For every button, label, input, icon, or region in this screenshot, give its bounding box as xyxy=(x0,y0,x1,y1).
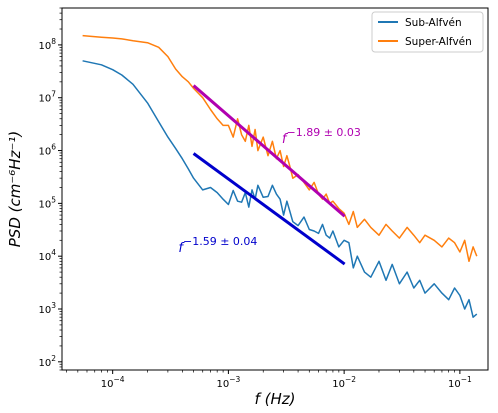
legend: Sub-Alfvén Super-Alfvén xyxy=(371,11,484,53)
fit-annotation-sub-alfven: f−1.59 ± 0.04 xyxy=(178,235,257,256)
plot-area xyxy=(62,8,488,370)
y-tick-label: 102 xyxy=(38,354,56,369)
x-tick-label: 10−1 xyxy=(448,375,472,390)
series-line-sub-alfven xyxy=(82,60,478,318)
x-tick-label: 10−2 xyxy=(332,375,356,390)
series-line-super-alfven xyxy=(82,34,478,263)
y-tick-label: 104 xyxy=(38,248,56,263)
x-axis-label: f (Hz) xyxy=(255,390,296,408)
legend-box xyxy=(371,11,484,53)
y-tick-label: 103 xyxy=(38,301,56,316)
legend-label-sub-alfven: Sub-Alfvén xyxy=(405,17,462,29)
plot-frame xyxy=(61,7,489,371)
fit-annotation-super-alfven: f−1.89 ± 0.03 xyxy=(282,126,361,147)
y-tick-label: 108 xyxy=(38,37,56,52)
x-tick-label: 10−3 xyxy=(216,375,240,390)
fit-line-super-alfven xyxy=(192,84,346,218)
x-tick-label: 10−4 xyxy=(101,375,125,390)
fit-line-sub-alfven xyxy=(192,152,346,266)
y-tick-label: 105 xyxy=(38,195,56,210)
legend-label-super-alfven: Super-Alfvén xyxy=(405,36,472,48)
y-tick-label: 106 xyxy=(38,143,56,158)
y-axis-label: PSD (cm⁻⁶Hz⁻¹) xyxy=(6,131,24,247)
fit-annotations: f−1.59 ± 0.04 f−1.89 ± 0.03 xyxy=(178,126,360,256)
series-lines xyxy=(82,34,478,318)
y-tick-label: 107 xyxy=(38,90,56,105)
